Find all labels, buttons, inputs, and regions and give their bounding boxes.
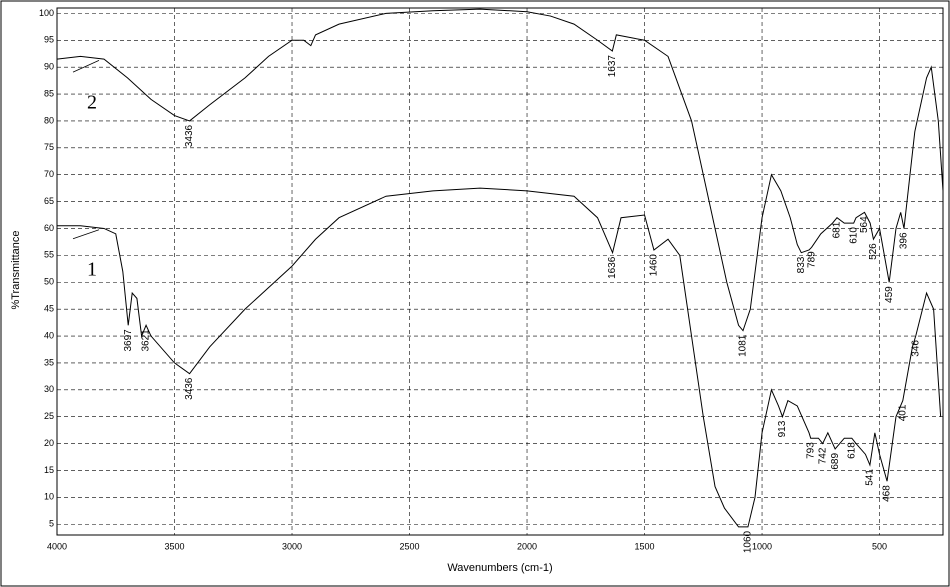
x-axis-label: Wavenumbers (cm-1): [447, 562, 552, 574]
y-tick-label: 100: [39, 8, 54, 18]
peak-label: 610: [848, 227, 859, 244]
peak-label: 1636: [607, 256, 618, 279]
y-tick-label: 35: [44, 357, 54, 367]
y-tick-label: 85: [44, 88, 54, 98]
peak-label: 793: [805, 442, 816, 459]
x-tick-label: 2000: [517, 541, 537, 551]
peak-label: 618: [846, 442, 857, 459]
peak-label: 1060: [743, 530, 754, 553]
y-tick-label: 20: [44, 438, 54, 448]
peak-label: 1637: [607, 55, 618, 78]
peak-label: 1460: [649, 254, 660, 277]
y-tick-label: 25: [44, 411, 54, 421]
peak-label: 3697: [123, 329, 134, 352]
peak-label: 742: [817, 447, 828, 464]
peak-label: 833: [796, 256, 807, 273]
peak-label: 401: [897, 404, 908, 421]
peak-label: 526: [868, 243, 879, 260]
x-tick-label: 1000: [752, 541, 772, 551]
peak-label: 346: [910, 340, 921, 357]
x-tick-label: 1500: [635, 541, 655, 551]
y-tick-label: 65: [44, 196, 54, 206]
y-tick-label: 60: [44, 223, 54, 233]
y-tick-label: 30: [44, 384, 54, 394]
x-tick-label: 3000: [282, 541, 302, 551]
peak-label: 3621: [141, 329, 152, 352]
peak-label: 468: [882, 485, 893, 502]
x-tick-label: 500: [872, 541, 887, 551]
y-tick-label: 15: [44, 465, 54, 475]
peak-label: 541: [865, 469, 876, 486]
peak-label: 681: [832, 221, 843, 238]
y-tick-label: 10: [44, 492, 54, 502]
peak-label: 396: [899, 232, 910, 249]
y-tick-label: 90: [44, 62, 54, 72]
y-tick-label: 5: [49, 519, 54, 529]
peak-label: 689: [830, 453, 841, 470]
x-tick-label: 4000: [47, 541, 67, 551]
x-tick-label: 2500: [400, 541, 420, 551]
y-tick-label: 95: [44, 35, 54, 45]
series-pointer: [72, 60, 100, 73]
plot-frame: [56, 7, 944, 536]
y-tick-label: 40: [44, 330, 54, 340]
y-tick-label: 75: [44, 142, 54, 152]
peak-label: 3436: [184, 377, 195, 400]
peak-label: 913: [777, 420, 788, 437]
y-tick-label: 70: [44, 169, 54, 179]
spectrum-line: [57, 187, 942, 528]
peak-label: 1081: [738, 334, 749, 357]
x-tick-label: 3500: [164, 541, 184, 551]
y-tick-label: 45: [44, 304, 54, 314]
peak-label: 564: [859, 216, 870, 233]
peak-label: 3436: [184, 124, 195, 147]
y-tick-label: 50: [44, 277, 54, 287]
y-axis-label: %Transmittance: [10, 230, 22, 309]
series-label: 1: [87, 258, 97, 280]
series-label: 2: [87, 92, 97, 114]
peak-label: 789: [806, 251, 817, 268]
spectrum-line: [56, 8, 944, 332]
y-tick-label: 80: [44, 115, 54, 125]
series-pointer: [72, 229, 100, 240]
y-tick-label: 55: [44, 250, 54, 260]
peak-label: 459: [884, 286, 895, 303]
